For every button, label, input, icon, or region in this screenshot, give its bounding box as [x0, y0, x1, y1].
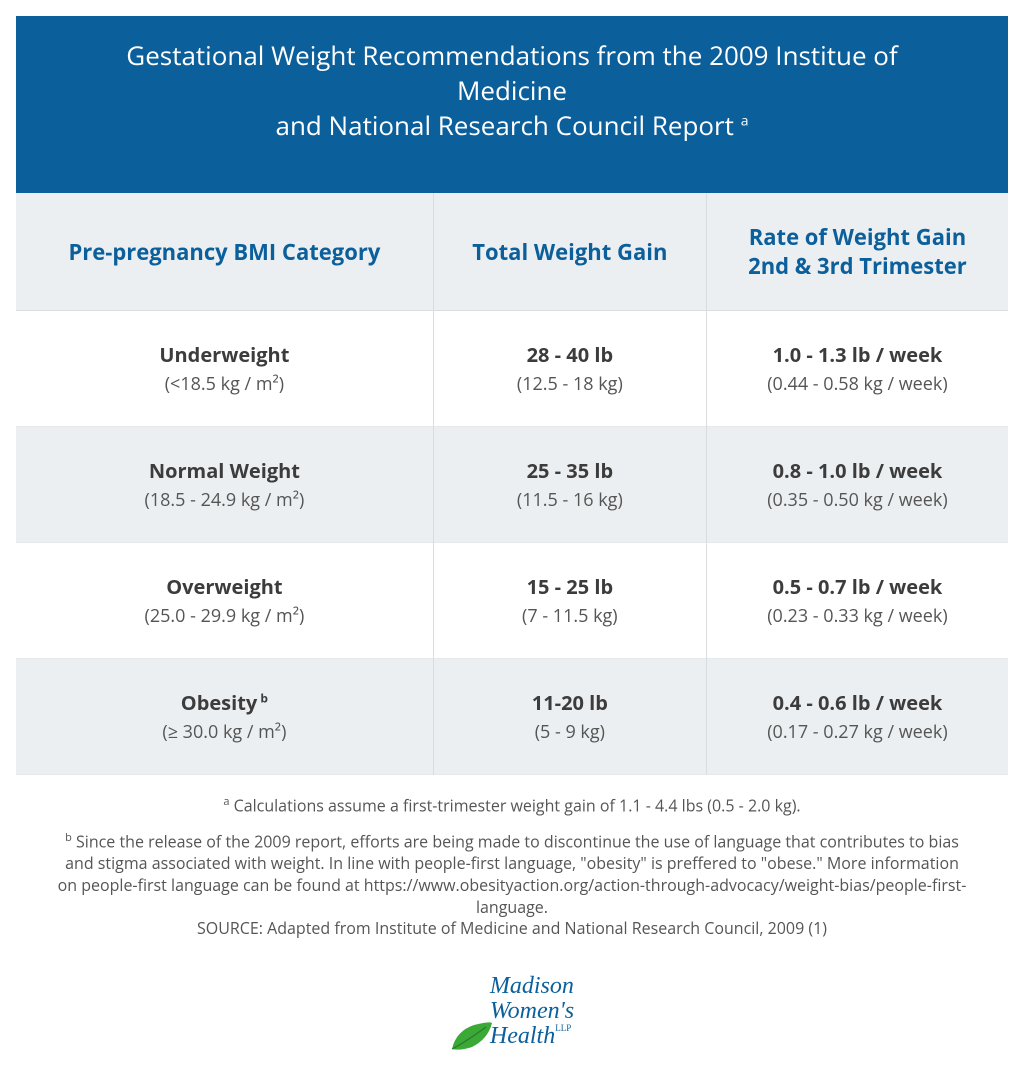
cell-primary: 28 - 40 lb: [446, 341, 694, 368]
footnotes: a Calculations assume a first-trimester …: [16, 775, 1008, 963]
cell-primary: 15 - 25 lb: [446, 573, 694, 600]
table-cell: Normal Weight (18.5 - 24.9 kg / m²): [16, 427, 433, 543]
table-cell: Overweight (25.0 - 29.9 kg / m²): [16, 543, 433, 659]
cell-secondary: (25.0 - 29.9 kg / m²): [28, 604, 421, 628]
logo: Madison Women's HealthLLP: [16, 964, 1008, 1060]
leaf-icon: [450, 1021, 494, 1051]
table-row: Obesity b (≥ 30.0 kg / m²) 11-20 lb (5 - 9 …: [16, 659, 1008, 775]
table-body: Underweight (<18.5 kg / m²) 28 - 40 lb (12.…: [16, 311, 1008, 775]
cell-secondary: (0.44 - 0.58 kg / week): [719, 372, 996, 396]
table-cell: 28 - 40 lb (12.5 - 18 kg): [433, 311, 706, 427]
cell-primary: 0.4 - 0.6 lb / week: [719, 689, 996, 716]
table-cell: Obesity b (≥ 30.0 kg / m²): [16, 659, 433, 775]
cell-secondary: (≥ 30.0 kg / m²): [28, 720, 421, 744]
cell-secondary: (11.5 - 16 kg): [446, 488, 694, 512]
logo-llp: LLP: [555, 1023, 571, 1033]
cell-primary: 0.5 - 0.7 lb / week: [719, 573, 996, 600]
footnote-b-sup: b: [65, 830, 72, 845]
cell-primary: 0.8 - 1.0 lb / week: [719, 457, 996, 484]
cell-primary: Normal Weight: [28, 457, 421, 484]
table-header-row: Pre-pregnancy BMI Category Total Weight …: [16, 193, 1008, 311]
footnote-a: a Calculations assume a first-trimester …: [56, 795, 968, 817]
cell-secondary: (7 - 11.5 kg): [446, 604, 694, 628]
title-banner: Gestational Weight Recommendations from …: [16, 16, 1008, 193]
cell-secondary: (0.35 - 0.50 kg / week): [719, 488, 996, 512]
title-line1: Gestational Weight Recommendations from …: [126, 37, 897, 108]
cell-primary: 25 - 35 lb: [446, 457, 694, 484]
col-header-bmi-text: Pre-pregnancy BMI Category: [68, 237, 380, 267]
infographic-container: Gestational Weight Recommendations from …: [0, 0, 1024, 1075]
cell-secondary: (12.5 - 18 kg): [446, 372, 694, 396]
col-header-rate: Rate of Weight Gain 2nd & 3rd Trimester: [706, 193, 1008, 311]
table-cell: 0.5 - 0.7 lb / week (0.23 - 0.33 kg / wee…: [706, 543, 1008, 659]
table-cell: 0.4 - 0.6 lb / week (0.17 - 0.27 kg / wee…: [706, 659, 1008, 775]
cell-primary: 11-20 lb: [446, 689, 694, 716]
col-header-rate-line1: Rate of Weight Gain: [749, 222, 966, 252]
col-header-total-text: Total Weight Gain: [472, 237, 667, 267]
table-row: Overweight (25.0 - 29.9 kg / m²) 15 - 25 l…: [16, 543, 1008, 659]
cell-secondary: (0.17 - 0.27 kg / week): [719, 720, 996, 744]
footnote-source: SOURCE: Adapted from Institute of Medici…: [197, 917, 827, 939]
cell-primary: Obesity b: [28, 689, 421, 716]
cell-primary: Overweight: [28, 573, 421, 600]
table-cell: 11-20 lb (5 - 9 kg): [433, 659, 706, 775]
table-cell: 0.8 - 1.0 lb / week (0.35 - 0.50 kg / wee…: [706, 427, 1008, 543]
table-row: Normal Weight (18.5 - 24.9 kg / m²) 25 - 3…: [16, 427, 1008, 543]
title-line2: and National Research Council Report: [276, 107, 734, 143]
logo-line1: Madison: [490, 973, 574, 999]
cell-secondary: (18.5 - 24.9 kg / m²): [28, 488, 421, 512]
table-cell: Underweight (<18.5 kg / m²): [16, 311, 433, 427]
title-footnote-ref: a: [741, 112, 749, 131]
cell-secondary: (<18.5 kg / m²): [28, 372, 421, 396]
cell-secondary: (5 - 9 kg): [446, 720, 694, 744]
logo-line3: Health: [490, 1023, 555, 1049]
cell-secondary: (0.23 - 0.33 kg / week): [719, 604, 996, 628]
weight-recommendations-table: Pre-pregnancy BMI Category Total Weight …: [16, 193, 1008, 775]
col-header-total: Total Weight Gain: [433, 193, 706, 311]
logo-line2: Women's: [490, 998, 574, 1024]
footnote-a-text: Calculations assume a first-trimester we…: [230, 795, 801, 817]
table-cell: 15 - 25 lb (7 - 11.5 kg): [433, 543, 706, 659]
col-header-rate-line2: 2nd & 3rd Trimester: [748, 251, 967, 281]
cell-sup: b: [257, 690, 268, 707]
cell-primary: Underweight: [28, 341, 421, 368]
footnote-b: b Since the release of the 2009 report, …: [56, 831, 968, 939]
col-header-bmi: Pre-pregnancy BMI Category: [16, 193, 433, 311]
footnote-b-text: Since the release of the 2009 report, ef…: [58, 831, 967, 918]
table-cell: 1.0 - 1.3 lb / week (0.44 - 0.58 kg / wee…: [706, 311, 1008, 427]
table-row: Underweight (<18.5 kg / m²) 28 - 40 lb (12.…: [16, 311, 1008, 427]
table-cell: 25 - 35 lb (11.5 - 16 kg): [433, 427, 706, 543]
cell-primary: 1.0 - 1.3 lb / week: [719, 341, 996, 368]
